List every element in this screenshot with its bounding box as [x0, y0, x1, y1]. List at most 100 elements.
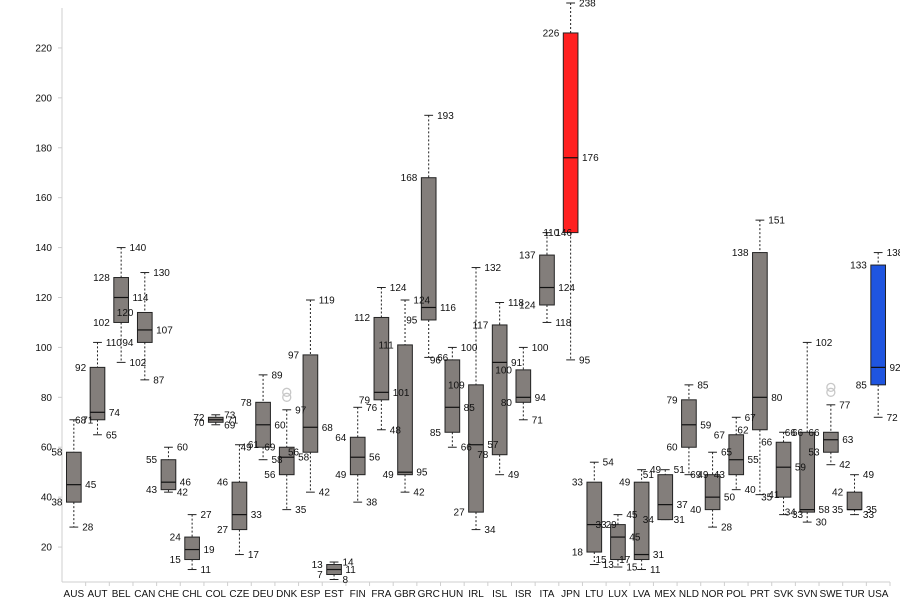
x-tick-label: CHL — [182, 589, 202, 600]
value-label-q1: 17 — [619, 555, 631, 566]
box-swe — [823, 382, 839, 466]
box-dnk — [278, 387, 295, 511]
value-label-max: 51 — [674, 465, 686, 476]
box-mex — [657, 469, 674, 521]
box-tur — [846, 474, 863, 516]
value-label-q3: 69 — [690, 470, 702, 481]
x-tick-label: USA — [868, 589, 889, 600]
box-ita — [539, 232, 555, 323]
value-label-max: 71 — [82, 415, 94, 426]
box-lva — [633, 469, 650, 571]
box-can — [136, 272, 153, 381]
value-label-max: 27 — [201, 510, 213, 521]
value-label-median: 19 — [203, 545, 215, 556]
iqr-box — [657, 474, 674, 521]
box-bel — [113, 247, 129, 363]
value-label-q1: 27 — [454, 508, 466, 519]
x-tick-label: AUT — [87, 589, 107, 600]
x-tick-label: JPN — [561, 589, 580, 600]
box-isl — [491, 301, 508, 476]
value-label-min: 11 — [650, 565, 661, 576]
iqr-box — [349, 436, 366, 476]
iqr-box — [728, 434, 745, 476]
value-label-max: 97 — [295, 405, 307, 416]
x-tick-label: FRA — [371, 589, 391, 600]
value-label-q3: 100 — [495, 365, 512, 376]
x-tick-label: CHE — [158, 589, 179, 600]
box-esp — [302, 299, 319, 493]
x-tick-label: COL — [205, 589, 226, 600]
value-label-median: 71 — [227, 415, 239, 426]
box-fra — [373, 287, 390, 431]
value-label-max: 146 — [555, 228, 572, 239]
y-tick-label: 40 — [41, 493, 53, 504]
value-label-min: 102 — [130, 358, 147, 369]
value-label-min: 17 — [248, 550, 260, 561]
value-label-q1: 34 — [643, 515, 655, 526]
x-tick-label: FIN — [350, 589, 366, 600]
value-label-max: 100 — [532, 343, 549, 354]
value-label-median: 58 — [298, 453, 310, 464]
value-label-q3: 96 — [430, 355, 442, 366]
value-label-q1: 15 — [595, 555, 607, 566]
value-label-q1: 38 — [51, 498, 63, 509]
value-label-max: 67 — [745, 413, 757, 424]
value-label-min: 49 — [697, 470, 709, 481]
value-label-median: 94 — [535, 393, 547, 404]
value-label-q1: 27 — [217, 525, 229, 536]
value-label-min: 30 — [816, 518, 828, 529]
outlier-point — [282, 392, 292, 402]
value-label-max: 14 — [342, 558, 354, 569]
box-irl — [468, 267, 484, 531]
x-tick-label: ISR — [515, 589, 532, 600]
value-label-max: 124 — [390, 283, 407, 294]
value-label-median: 58 — [819, 505, 831, 516]
boxes — [65, 2, 887, 581]
value-label-q1: 43 — [146, 485, 158, 496]
value-label-q3: 66 — [808, 428, 820, 439]
value-label-q1: 49 — [383, 470, 395, 481]
value-labels: 71 45 28 58 38 110 74 65 92 68 140 114 102 128 102 130 1… — [51, 0, 900, 586]
box-nor — [704, 451, 721, 528]
value-label-max: 132 — [484, 263, 501, 274]
value-label-q1: 95 — [406, 315, 418, 326]
value-label-q3: 168 — [401, 173, 418, 184]
value-label-min: 42 — [413, 488, 425, 499]
y-tick-label: 120 — [35, 293, 52, 304]
value-label-q1: 49 — [241, 443, 253, 454]
y-tick-label: 140 — [35, 243, 52, 254]
iqr-box — [397, 344, 413, 476]
iqr-box — [539, 254, 555, 306]
value-label-min: 66 — [437, 353, 449, 364]
value-label-min: 65 — [106, 430, 118, 441]
box-nld — [681, 384, 697, 476]
value-label-q1: 35 — [761, 493, 773, 504]
value-label-min: 34 — [484, 525, 496, 536]
value-label-min: 41 — [768, 490, 780, 501]
value-label-median: 59 — [700, 420, 712, 431]
x-tick-label: GRC — [418, 589, 440, 600]
iqr-box — [136, 311, 153, 343]
iqr-box — [89, 366, 106, 421]
value-label-q1: 18 — [572, 548, 584, 559]
x-tick-label: GBR — [394, 589, 416, 600]
value-label-median: 45 — [85, 480, 97, 491]
y-tick-label: 180 — [35, 143, 52, 154]
box-aus — [65, 419, 82, 528]
value-label-median: 124 — [558, 283, 575, 294]
box-hun — [444, 346, 461, 448]
x-tick-label: SVK — [774, 589, 794, 600]
box-gbr — [397, 299, 413, 493]
x-tick-label: DEU — [253, 589, 274, 600]
iqr-box — [870, 264, 887, 386]
value-label-min: 28 — [721, 523, 733, 534]
iqr-box — [775, 441, 792, 498]
value-label-median: 176 — [582, 153, 599, 164]
value-label-q1: 53 — [808, 448, 820, 459]
value-label-max: 60 — [177, 443, 189, 454]
value-label-q3: 92 — [75, 363, 87, 374]
value-label-min: 58 — [271, 455, 283, 466]
iqr-box — [823, 431, 839, 453]
iqr-box — [444, 359, 461, 433]
